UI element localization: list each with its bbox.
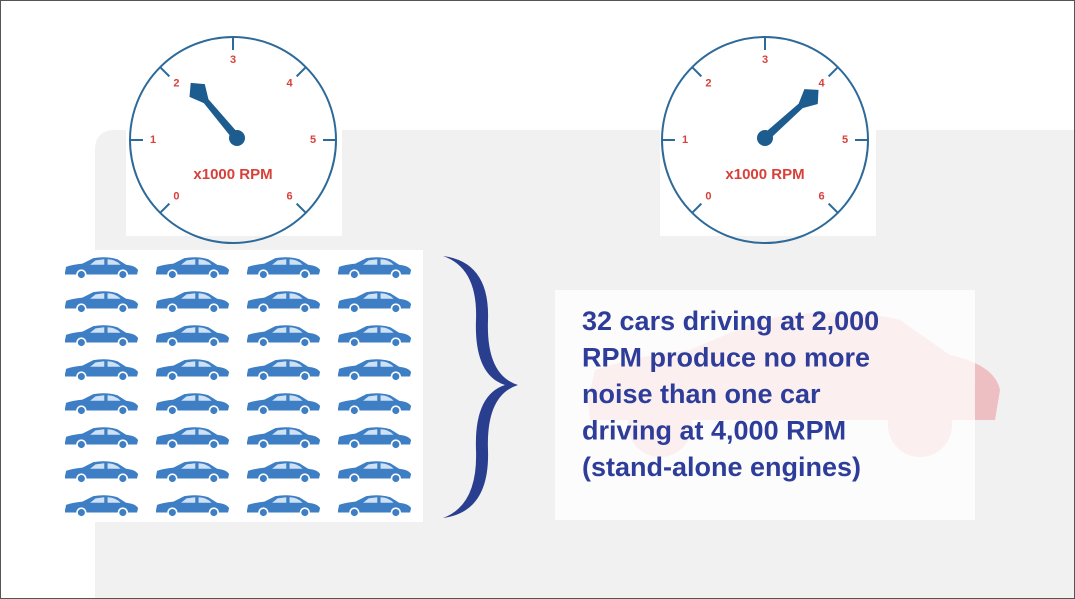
cars-box: [55, 250, 423, 522]
gauge-number: 2: [705, 77, 711, 89]
gauge-number: 6: [819, 190, 825, 202]
gauge-number: 3: [762, 54, 768, 66]
gauge-number: 5: [842, 134, 848, 146]
statement-line: noise than one car: [582, 379, 821, 409]
statement-line: RPM produce no more: [582, 343, 870, 373]
gauge-unit: x1000 RPM: [725, 166, 804, 183]
statement-line: (stand-alone engines): [582, 452, 861, 482]
slide: 0 1 2 3 4 5 6 x1000 RPM 0 1 2 3 4 5 6 x1000 RPM 32 car…: [0, 0, 1075, 599]
gauge-number: 0: [705, 190, 711, 202]
statement-line: driving at 4,000 RPM: [582, 416, 846, 446]
gauge-number: 1: [150, 134, 156, 146]
gauge-number: 0: [173, 190, 179, 202]
gauge-unit: x1000 RPM: [193, 166, 272, 183]
needle-hub: [229, 130, 245, 146]
gauge-number: 1: [682, 134, 688, 146]
needle-hub: [757, 130, 773, 146]
statement-line: 32 cars driving at 2,000: [582, 306, 879, 336]
gauge-number: 4: [287, 77, 294, 89]
gauge-number: 3: [230, 54, 236, 66]
gauge-number: 4: [819, 77, 826, 89]
gauge-number: 6: [287, 190, 293, 202]
gauge-number: 5: [310, 134, 316, 146]
gauge-number: 2: [173, 77, 179, 89]
